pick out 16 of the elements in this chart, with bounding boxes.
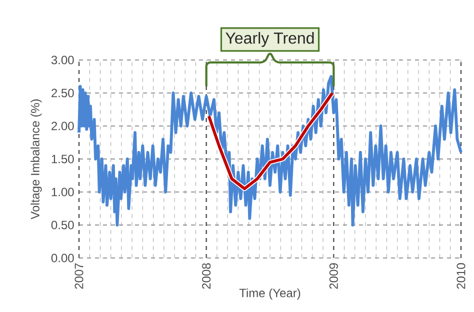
y-tick-label: 2.00 xyxy=(52,122,74,130)
y-tick-label: 0.50 xyxy=(51,220,74,230)
x-tick-label: 2010 xyxy=(456,263,466,289)
y-tick-label: 2.50 xyxy=(52,88,74,98)
y-axis-title: Voltage Imbalance (%) xyxy=(30,99,42,220)
x-tick-label: 2008 xyxy=(202,263,211,289)
y-tick-label: 1.50 xyxy=(52,154,74,164)
line-series xyxy=(78,75,462,226)
line-series xyxy=(206,90,335,192)
y-tick-label: 3.00 xyxy=(51,56,74,64)
x-tick-label: 2007 xyxy=(74,263,84,289)
text: Yearly Trend xyxy=(226,32,314,47)
y-tick-label: 0.00 xyxy=(51,254,74,262)
x-tick-label: 2009 xyxy=(329,263,338,289)
y-tick-label: 1.00 xyxy=(52,188,74,196)
x-axis-title: Time (Year) xyxy=(239,288,300,300)
